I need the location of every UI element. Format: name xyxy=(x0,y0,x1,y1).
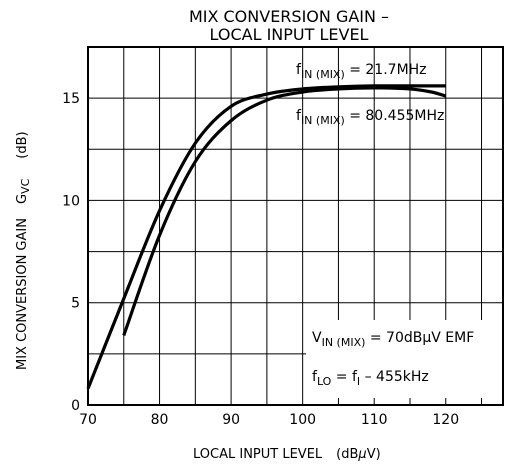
x-tick-label: 70 xyxy=(79,412,97,428)
series2-label: fIN (MIX) = 80.455MHz xyxy=(296,108,444,127)
y-tick-label: 10 xyxy=(62,193,80,209)
y-tick-label: 5 xyxy=(71,296,80,312)
plot-frame xyxy=(87,46,504,406)
y-axis-ticks: 0 5 10 15 xyxy=(62,91,80,414)
grid xyxy=(88,47,503,405)
x-tick-label: 120 xyxy=(432,412,459,428)
chart-title-line1: MIX CONVERSION GAIN – xyxy=(189,7,389,26)
condition-flo: fLO = fI – 455kHz xyxy=(312,369,429,388)
chart-title-line2: LOCAL INPUT LEVEL xyxy=(210,25,369,44)
x-axis-ticks: 70 80 90 100 110 120 xyxy=(79,412,459,428)
series1-label: fIN (MIX) = 21.7MHz xyxy=(296,62,427,81)
y-tick-label: 15 xyxy=(62,91,80,107)
series-line-1 xyxy=(86,84,446,390)
series-group xyxy=(86,84,447,390)
x-tick-label: 100 xyxy=(289,412,316,428)
condition-vin: VIN (MIX) = 70dBμV EMF xyxy=(312,330,474,349)
x-tick-label: 110 xyxy=(361,412,388,428)
x-axis-label: LOCAL INPUT LEVEL (dBμV) xyxy=(193,447,381,462)
series-line-2 xyxy=(122,86,447,336)
y-tick-label: 0 xyxy=(71,398,80,414)
x-tick-label: 80 xyxy=(151,412,169,428)
x-tick-label: 90 xyxy=(222,412,240,428)
y-axis-label: MIX CONVERSION GAINGVC(dB) xyxy=(15,131,32,370)
condition-box xyxy=(306,320,502,398)
